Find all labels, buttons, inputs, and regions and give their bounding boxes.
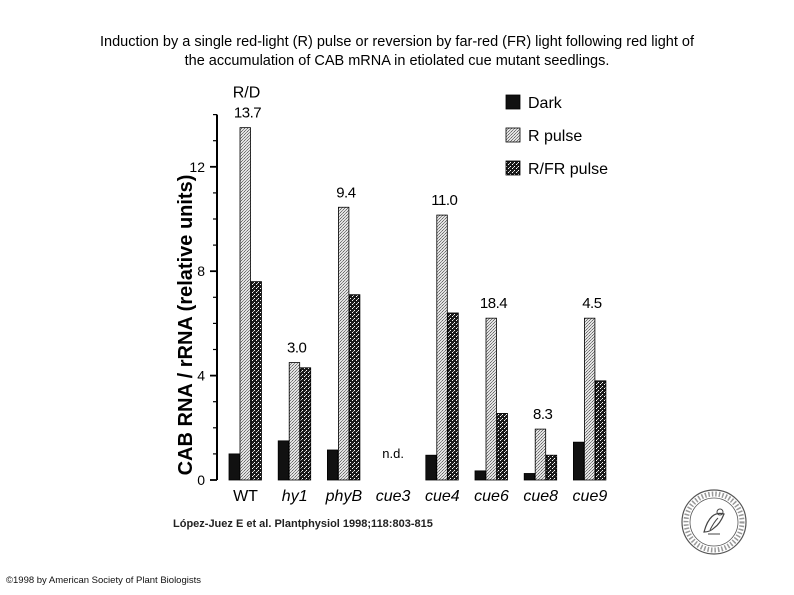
y-axis-label: CAB RNA / rRNA (relative units) <box>175 175 197 476</box>
x-category-label: WT <box>233 488 258 505</box>
figure-title: Induction by a single red-light (R) puls… <box>20 33 774 71</box>
aspb-seal-logo-icon <box>681 489 747 555</box>
bar-phyB-0 <box>326 449 339 481</box>
x-category-label: cue4 <box>425 488 460 505</box>
y-tick-label: 0 <box>197 472 205 488</box>
legend-swatch <box>505 127 521 143</box>
bar-hy1-1 <box>288 362 301 481</box>
legend-swatch <box>505 94 521 110</box>
bar-cue4-2 <box>447 312 459 481</box>
citation: López-Juez E et al. Plantphysiol 1998;11… <box>173 518 433 530</box>
bar-hy1-0 <box>277 440 290 481</box>
bar-hy1-2 <box>299 367 312 481</box>
y-tick-label: 8 <box>197 263 205 279</box>
bar-cue6-0 <box>474 470 486 481</box>
bar-cue8-2 <box>545 454 558 481</box>
title-line-2: the accumulation of CAB mRNA in etiolate… <box>184 53 610 69</box>
bar-phyB-2 <box>348 294 361 481</box>
copyright-notice: ©1998 by American Society of Plant Biolo… <box>6 575 201 586</box>
y-tick-label: 12 <box>189 159 205 175</box>
x-category-label: cue9 <box>573 488 608 505</box>
bar-cue8-0 <box>523 473 536 481</box>
bar-cue6-2 <box>496 413 508 481</box>
legend-label: R pulse <box>528 128 582 145</box>
bar-WT-2 <box>250 281 262 481</box>
ratio-label: 8.3 <box>533 406 553 423</box>
bar-cue4-1 <box>436 214 448 481</box>
ratio-header: R/D <box>233 85 261 102</box>
bar-WT-1 <box>239 127 251 481</box>
not-determined-label: n.d. <box>382 446 404 461</box>
ratio-label: 11.0 <box>431 192 457 209</box>
x-category-label: hy1 <box>282 488 308 505</box>
bar-chart: 0 4 8 12 WT 13.7 hy1 3.0 phyB 9.4 cue3 n.d. cue4 11.… <box>175 85 608 505</box>
title-line-1: Induction by a single red-light (R) puls… <box>100 34 694 50</box>
x-category-label: phyB <box>325 488 363 505</box>
x-category-label: cue8 <box>523 488 558 505</box>
ratio-label: 18.4 <box>480 295 507 312</box>
x-category-label: cue3 <box>376 488 411 505</box>
legend-label: R/FR pulse <box>528 161 608 178</box>
y-tick-label: 4 <box>197 368 205 384</box>
bar-cue9-1 <box>583 317 596 481</box>
legend-label: Dark <box>528 95 563 112</box>
bar-cue9-0 <box>572 441 585 481</box>
x-category-label: cue6 <box>474 488 509 505</box>
bar-WT-0 <box>228 453 240 481</box>
ratio-label: 4.5 <box>582 295 602 312</box>
ratio-label: 3.0 <box>287 340 307 357</box>
bar-cue6-1 <box>485 317 497 481</box>
bar-cue4-0 <box>425 454 437 481</box>
legend-swatch <box>505 160 521 176</box>
bar-phyB-1 <box>337 206 350 481</box>
ratio-label: 9.4 <box>336 184 356 201</box>
bar-cue9-2 <box>594 380 607 481</box>
ratio-label: 13.7 <box>234 105 261 122</box>
bar-cue8-1 <box>534 428 547 481</box>
